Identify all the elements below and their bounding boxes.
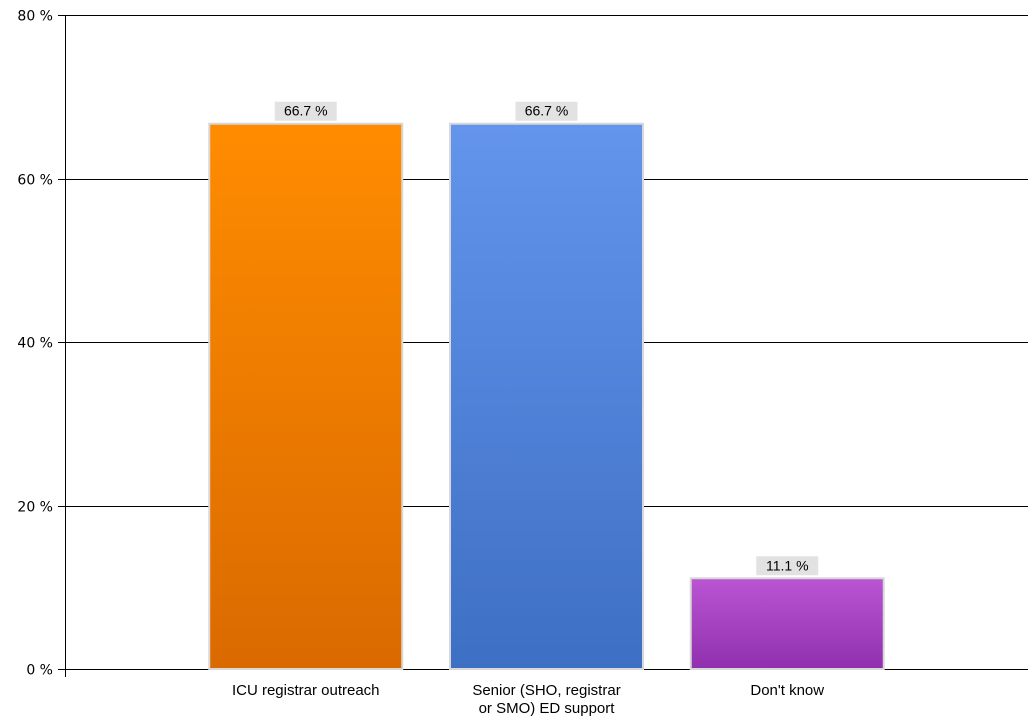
bar bbox=[449, 122, 644, 671]
bar bbox=[689, 577, 885, 671]
data-label: 66.7 % bbox=[284, 103, 328, 119]
data-label: 11.1 % bbox=[766, 557, 809, 573]
bars bbox=[208, 122, 885, 671]
bar bbox=[208, 122, 404, 671]
category-label: Don't know bbox=[750, 682, 824, 699]
category-label: or SMO) ED support bbox=[479, 700, 616, 717]
category-label: Senior (SHO, registrar bbox=[472, 682, 620, 699]
y-tick-label: 40 % bbox=[17, 336, 53, 352]
data-label-box bbox=[756, 556, 819, 576]
y-tick-label: 0 % bbox=[26, 663, 53, 679]
y-tick-label: 60 % bbox=[17, 173, 53, 189]
data-label: 66.7 % bbox=[525, 103, 569, 119]
y-tick-label: 80 % bbox=[17, 9, 53, 25]
data-label-box bbox=[274, 101, 337, 121]
labels: 66.7 % ICU registrar outreach 66.7 % Senior… bbox=[232, 101, 824, 717]
category-label: ICU registrar outreach bbox=[232, 682, 380, 699]
data-label-box bbox=[515, 101, 578, 121]
y-tick-label: 20 % bbox=[17, 500, 53, 516]
axes: 0 % 20 % 40 % 60 % 80 % bbox=[17, 9, 1028, 679]
